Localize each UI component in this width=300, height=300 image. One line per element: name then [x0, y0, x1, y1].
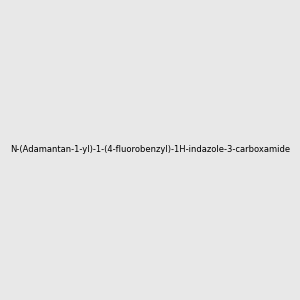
Text: N-(Adamantan-1-yl)-1-(4-fluorobenzyl)-1H-indazole-3-carboxamide: N-(Adamantan-1-yl)-1-(4-fluorobenzyl)-1H…	[10, 146, 290, 154]
